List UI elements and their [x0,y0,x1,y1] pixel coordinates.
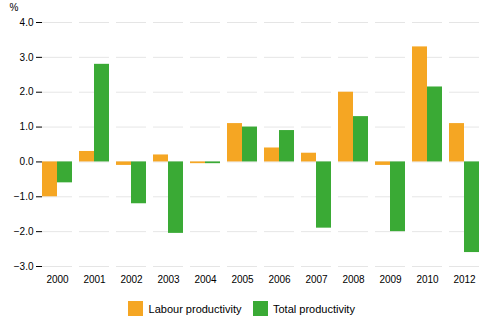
svg-text:1.0: 1.0 [20,121,34,132]
svg-text:3.0: 3.0 [20,52,34,63]
svg-text:2004: 2004 [194,274,217,285]
svg-text:2008: 2008 [342,274,365,285]
svg-text:2007: 2007 [305,274,328,285]
svg-text:2.0: 2.0 [20,86,34,97]
svg-text:−1.0: −1.0 [14,191,34,202]
svg-text:4.0: 4.0 [20,17,34,28]
svg-text:2000: 2000 [46,274,69,285]
svg-text:−3.0: −3.0 [14,261,34,272]
svg-text:2001: 2001 [83,274,106,285]
svg-text:2009: 2009 [379,274,402,285]
svg-text:%: % [10,2,19,13]
svg-text:2002: 2002 [120,274,143,285]
svg-text:2006: 2006 [268,274,291,285]
html-text:Labour productivity: Labour productivity [148,302,242,315]
svg-text:0.0: 0.0 [20,156,34,167]
svg-text:−2.0: −2.0 [14,226,34,237]
svg-text:2012: 2012 [453,274,476,285]
html-text:Total productivity: Total productivity [273,302,355,315]
svg-text:2005: 2005 [231,274,254,285]
svg-text:2010: 2010 [416,274,439,285]
svg-text:2003: 2003 [157,274,180,285]
